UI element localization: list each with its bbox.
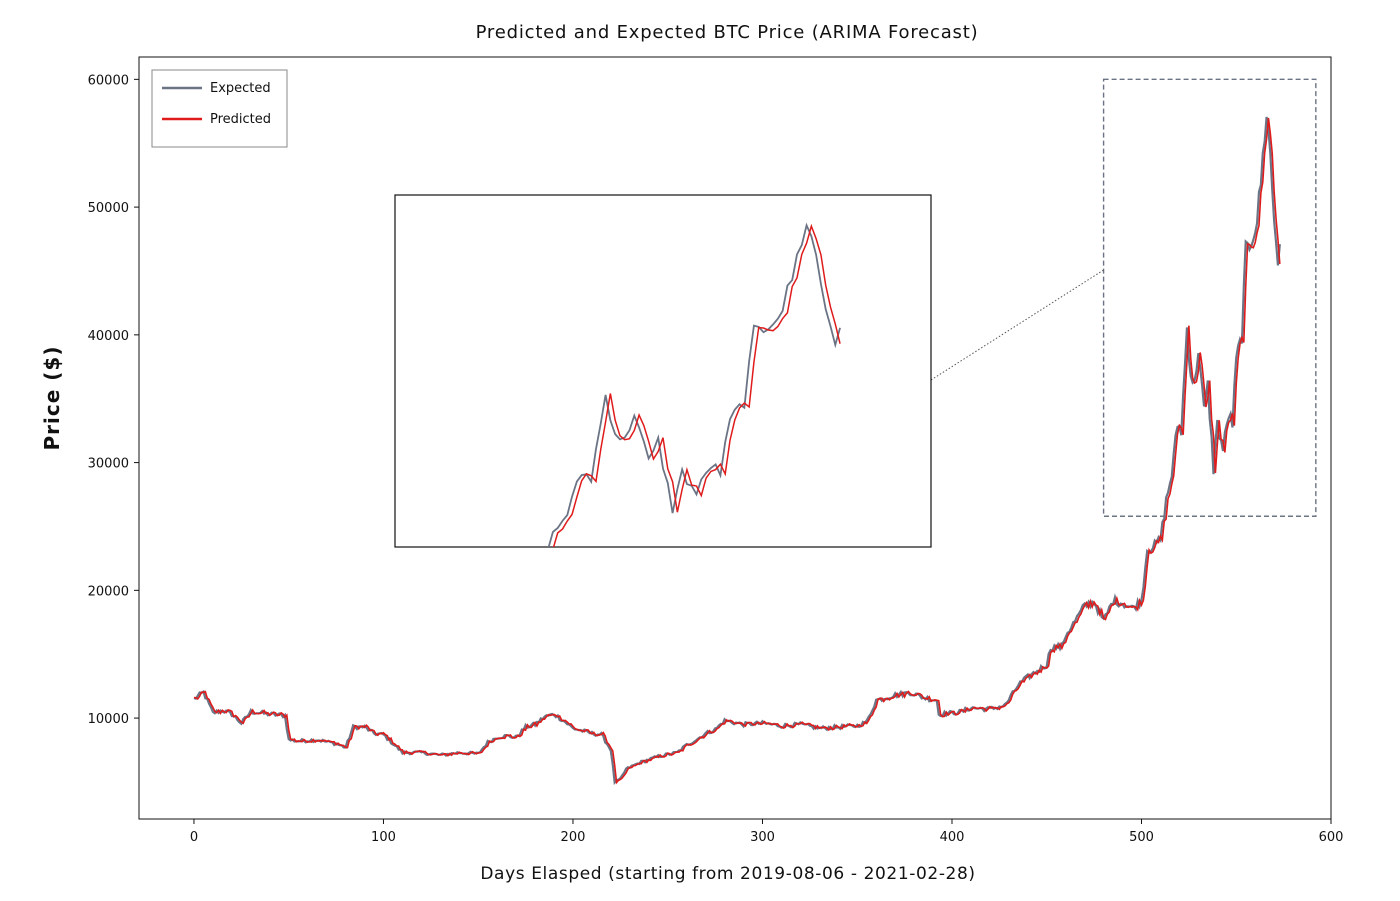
- y-tick-label: 30000: [88, 457, 129, 472]
- zoom-indicator: [930, 78, 1317, 517]
- legend: Expected Predicted: [151, 69, 288, 148]
- legend-label-predicted: Predicted: [210, 112, 271, 127]
- inset-series: [547, 222, 841, 547]
- y-axis-label: Price ($): [40, 346, 64, 451]
- chart-title: Predicted and Expected BTC Price (ARIMA …: [476, 22, 979, 43]
- y-tick-label: 50000: [88, 201, 129, 216]
- legend-label-expected: Expected: [210, 81, 271, 96]
- series-line-predicted: [193, 117, 1281, 785]
- inset-line-expected: [547, 222, 841, 547]
- y-tick-label: 10000: [88, 712, 129, 727]
- x-axis: 0 100 200 300 400 500 600: [190, 819, 1344, 845]
- zoom-connector-line: [930, 269, 1104, 381]
- x-tick-label: 200: [561, 830, 586, 845]
- main-series: [193, 116, 1281, 786]
- inset-zoom-panel: [394, 194, 932, 548]
- x-tick-label: 100: [371, 830, 396, 845]
- y-tick-label: 60000: [88, 73, 129, 88]
- zoom-region-box: [1102, 78, 1317, 517]
- x-tick-label: 500: [1129, 830, 1154, 845]
- plot-frame: [138, 56, 1332, 820]
- x-axis-label: Days Elasped (starting from 2019-08-06 -…: [480, 864, 975, 884]
- x-tick-label: 400: [940, 830, 965, 845]
- legend-box: [151, 69, 288, 148]
- y-tick-label: 40000: [88, 329, 129, 344]
- inset-line-predicted: [552, 223, 841, 547]
- x-tick-label: 0: [190, 830, 198, 845]
- x-tick-label: 600: [1319, 830, 1344, 845]
- inset-frame: [394, 194, 932, 548]
- x-tick-label: 300: [750, 830, 775, 845]
- y-tick-label: 20000: [88, 584, 129, 599]
- y-axis: 10000 20000 30000 40000 50000 60000: [88, 73, 139, 727]
